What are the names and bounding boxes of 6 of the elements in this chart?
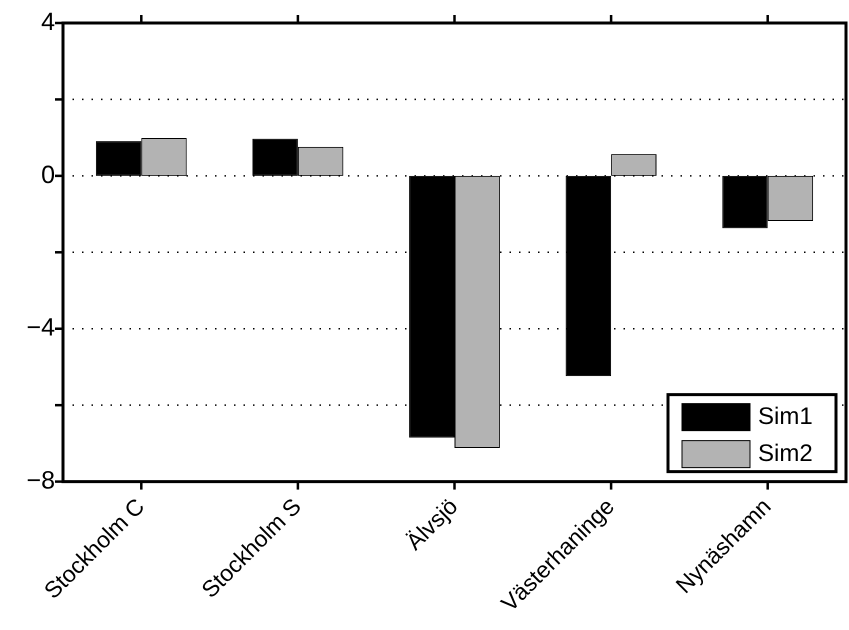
y-tick-label: −4 xyxy=(26,314,56,342)
legend-label: Sim2 xyxy=(758,440,813,468)
legend-label: Sim1 xyxy=(758,403,813,430)
y-tick-label: 4 xyxy=(41,8,56,36)
y-tick-label: 0 xyxy=(41,160,55,189)
y-tick-label: −8 xyxy=(26,466,55,494)
